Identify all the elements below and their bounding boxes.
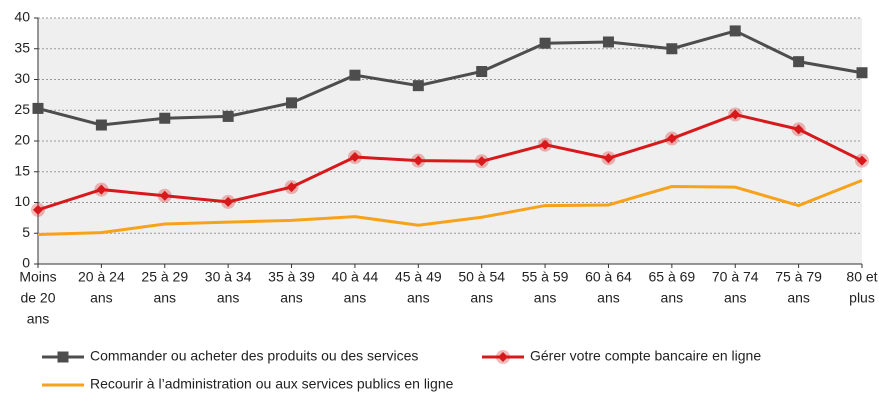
legend-label: Gérer votre compte bancaire en ligne: [530, 348, 761, 364]
marker: [729, 25, 741, 37]
series-line: [37, 112, 863, 212]
marker: [857, 155, 867, 166]
series-line: [37, 178, 863, 236]
marker: [539, 37, 551, 49]
x-tick-label: ans: [661, 290, 684, 306]
x-tick-label: ans: [597, 290, 620, 306]
x-tick-label: 30 à 34: [205, 269, 252, 285]
marker: [349, 69, 361, 81]
y-tick-label: 30: [14, 70, 30, 86]
marker: [793, 124, 804, 135]
x-tick-label: ans: [534, 290, 557, 306]
x-tick-label: 50 à 54: [458, 269, 505, 285]
y-tick-label: 25: [14, 101, 30, 117]
x-tick-label: ans: [217, 290, 240, 306]
y-tick-label: 15: [14, 162, 30, 178]
marker: [413, 155, 424, 166]
y-tick-label: 10: [14, 193, 30, 209]
x-tick-label: 20 à 24: [78, 269, 125, 285]
x-tick-label: ans: [280, 290, 303, 306]
marker: [856, 67, 868, 79]
marker: [476, 156, 487, 167]
x-tick-label: ans: [27, 311, 50, 327]
marker: [602, 36, 614, 48]
x-tick-label: Moins: [19, 269, 56, 285]
x-tick-label: 35 à 39: [268, 269, 315, 285]
x-tick-label: 80 et: [846, 269, 877, 285]
x-tick-label: 65 à 69: [648, 269, 695, 285]
x-tick-label: ans: [470, 290, 493, 306]
x-tick-label: ans: [407, 290, 430, 306]
x-tick-label: plus: [849, 290, 875, 306]
y-tick-label: 35: [14, 39, 30, 55]
x-tick-label: 75 à 79: [775, 269, 822, 285]
x-tick-label: 40 à 44: [332, 269, 379, 285]
x-tick-label: 70 à 74: [712, 269, 759, 285]
y-tick-label: 40: [14, 9, 30, 25]
marker: [223, 196, 234, 207]
marker: [96, 184, 107, 195]
marker: [57, 351, 69, 363]
y-tick-label: 0: [22, 255, 30, 271]
marker: [32, 102, 44, 114]
legend-label: Commander ou acheter des produits ou des…: [90, 348, 418, 364]
marker: [159, 112, 171, 124]
x-tick-label: ans: [344, 290, 367, 306]
marker: [498, 352, 508, 362]
marker: [412, 80, 424, 92]
marker: [666, 43, 678, 55]
marker: [222, 110, 234, 122]
x-tick-label: ans: [90, 290, 113, 306]
x-tick-label: ans: [787, 290, 810, 306]
x-tick-label: 55 à 59: [522, 269, 569, 285]
x-tick-label: ans: [153, 290, 176, 306]
x-tick-label: de 20: [20, 290, 55, 306]
series-line: [37, 29, 863, 127]
x-tick-label: 25 à 29: [141, 269, 188, 285]
marker: [793, 56, 805, 68]
marker: [666, 133, 677, 144]
y-tick-label: 20: [14, 132, 30, 148]
marker: [349, 151, 360, 162]
marker: [476, 66, 488, 78]
x-tick-label: 60 à 64: [585, 269, 632, 285]
marker: [286, 182, 297, 193]
marker: [33, 204, 43, 215]
x-tick-label: 45 à 49: [395, 269, 442, 285]
marker: [730, 109, 741, 120]
marker: [540, 139, 551, 150]
marker: [159, 190, 170, 201]
y-tick-label: 5: [22, 224, 30, 240]
marker: [286, 97, 298, 109]
marker: [95, 119, 107, 131]
x-tick-label: ans: [724, 290, 747, 306]
marker: [603, 153, 614, 164]
legend-label: Recourir à l’administration ou aux servi…: [90, 376, 454, 392]
